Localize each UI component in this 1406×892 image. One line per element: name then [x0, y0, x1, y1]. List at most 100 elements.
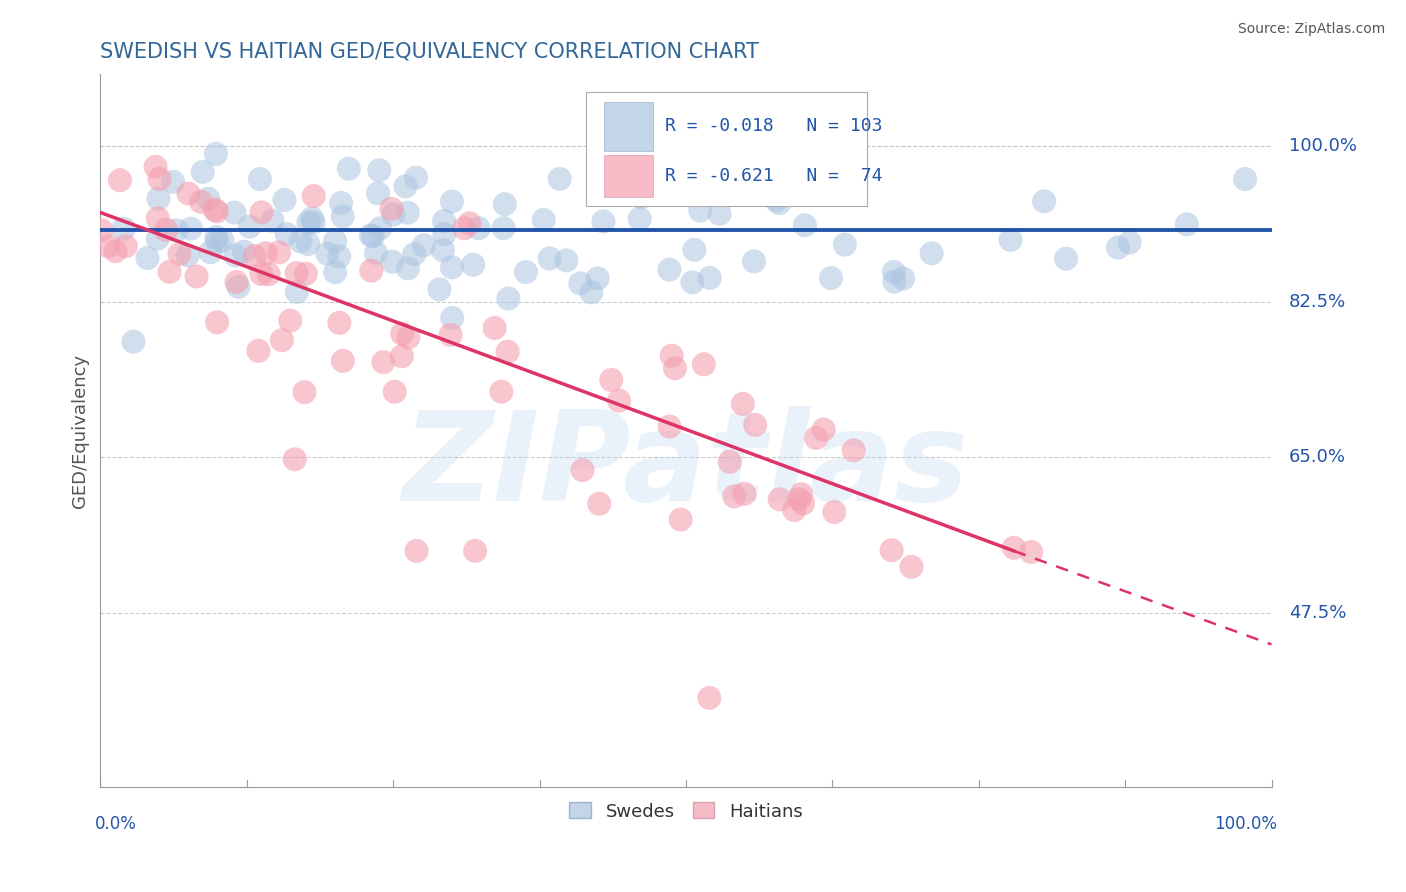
Point [880, 543, 903, 558]
Point [658, 419, 681, 434]
Point [360, 263, 382, 277]
Point [228, 280, 250, 294]
Point [533, 213, 555, 227]
Point [569, 277, 592, 291]
Point [413, 238, 436, 252]
Point [768, 492, 790, 507]
Point [458, 216, 481, 230]
Point [233, 244, 256, 259]
Point [186, 269, 208, 284]
Point [405, 170, 427, 185]
Point [330, 195, 353, 210]
Point [205, 230, 228, 244]
Point [276, 227, 298, 241]
Point [197, 192, 219, 206]
Point [681, 276, 703, 290]
Point [205, 204, 228, 219]
Point [112, 221, 135, 235]
Point [548, 172, 571, 186]
Text: 100.0%: 100.0% [1215, 815, 1278, 833]
Point [224, 205, 246, 219]
Point [257, 267, 280, 281]
Point [146, 211, 169, 226]
Point [891, 271, 914, 285]
Point [834, 237, 856, 252]
Point [718, 455, 741, 469]
Point [1054, 252, 1077, 266]
Point [842, 443, 865, 458]
Point [254, 246, 277, 260]
Point [396, 330, 419, 344]
Point [328, 250, 350, 264]
Point [302, 189, 325, 203]
Point [250, 267, 273, 281]
Point [159, 265, 181, 279]
Point [765, 193, 787, 207]
Point [792, 497, 814, 511]
Point [394, 179, 416, 194]
Point [250, 205, 273, 219]
Text: 82.5%: 82.5% [1289, 293, 1347, 310]
Point [571, 463, 593, 477]
Point [200, 245, 222, 260]
Text: R = -0.018   N = 103: R = -0.018 N = 103 [665, 117, 883, 135]
Point [384, 384, 406, 399]
FancyBboxPatch shape [586, 92, 868, 206]
Point [364, 246, 387, 260]
Text: 47.5%: 47.5% [1289, 604, 1347, 623]
Point [205, 235, 228, 249]
Point [453, 221, 475, 235]
Point [391, 349, 413, 363]
Point [491, 384, 513, 399]
Point [813, 423, 835, 437]
Point [768, 196, 790, 211]
Point [148, 192, 170, 206]
Point [177, 186, 200, 201]
Point [404, 247, 426, 261]
Point [360, 228, 382, 243]
Point [496, 344, 519, 359]
Point [699, 690, 721, 705]
Point [883, 275, 905, 289]
Point [664, 361, 686, 376]
Point [381, 254, 404, 268]
Point [146, 232, 169, 246]
Point [176, 248, 198, 262]
Point [297, 236, 319, 251]
Point [823, 505, 845, 519]
Point [804, 431, 827, 445]
Point [581, 285, 603, 300]
Point [97, 239, 120, 253]
Point [145, 160, 167, 174]
Point [396, 261, 419, 276]
Point [367, 186, 389, 201]
Point [273, 193, 295, 207]
Point [211, 234, 233, 248]
Point [432, 243, 454, 257]
Point [709, 207, 731, 221]
Point [1019, 545, 1042, 559]
Point [323, 265, 346, 279]
Point [295, 267, 318, 281]
Point [723, 489, 745, 503]
FancyBboxPatch shape [605, 102, 654, 151]
Point [440, 194, 463, 209]
Point [180, 221, 202, 235]
Point [225, 275, 247, 289]
Point [90, 223, 112, 237]
Point [278, 313, 301, 327]
Point [586, 271, 609, 285]
Text: R = -0.621   N =  74: R = -0.621 N = 74 [665, 167, 883, 185]
Point [699, 271, 721, 285]
Point [702, 169, 724, 183]
Point [498, 292, 520, 306]
Point [464, 544, 486, 558]
Point [267, 245, 290, 260]
Point [555, 253, 578, 268]
Point [361, 229, 384, 244]
Point [396, 205, 419, 219]
Point [284, 452, 307, 467]
Point [658, 262, 681, 277]
Point [600, 373, 623, 387]
Point [155, 223, 177, 237]
